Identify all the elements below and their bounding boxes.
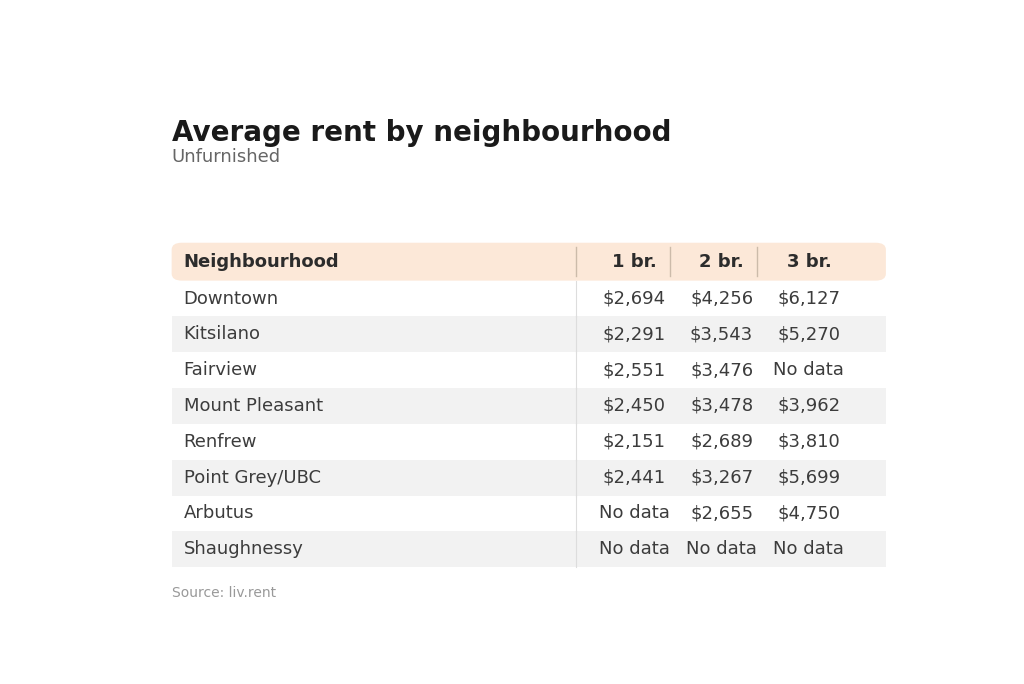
Text: Unfurnished: Unfurnished [172,148,281,166]
Text: $5,270: $5,270 [777,326,841,343]
Text: $3,962: $3,962 [777,397,841,415]
Text: Arbutus: Arbutus [183,504,254,523]
Bar [172,495,886,531]
Text: Downtown: Downtown [183,289,279,308]
Text: No data: No data [686,540,757,558]
Text: Mount Pleasant: Mount Pleasant [183,397,323,415]
Text: $2,694: $2,694 [603,289,666,308]
Text: Shaughnessy: Shaughnessy [183,540,303,558]
Text: $2,450: $2,450 [603,397,666,415]
Bar [172,388,886,424]
Text: 1 br.: 1 br. [612,252,656,271]
Text: 3 br.: 3 br. [786,252,831,271]
Text: 2 br.: 2 br. [699,252,744,271]
Text: Kitsilano: Kitsilano [183,326,260,343]
Text: Neighbourhood: Neighbourhood [183,252,339,271]
Bar [172,352,886,388]
Text: $5,699: $5,699 [777,469,841,486]
Text: $3,478: $3,478 [690,397,754,415]
Text: Point Grey/UBC: Point Grey/UBC [183,469,321,486]
Bar [172,531,886,567]
Text: $2,151: $2,151 [603,433,666,451]
Bar [172,317,886,352]
Text: $4,750: $4,750 [777,504,841,523]
Text: $4,256: $4,256 [690,289,754,308]
Text: No data: No data [599,504,670,523]
Bar [172,460,886,495]
Text: $2,689: $2,689 [690,433,753,451]
Text: Source: liv.rent: Source: liv.rent [172,586,275,600]
Text: No data: No data [773,540,845,558]
Text: $2,655: $2,655 [690,504,754,523]
Bar [172,280,886,317]
Text: $2,291: $2,291 [603,326,666,343]
Text: No data: No data [599,540,670,558]
Text: $3,476: $3,476 [690,361,754,379]
Text: No data: No data [773,361,845,379]
FancyBboxPatch shape [172,243,886,280]
Text: $3,267: $3,267 [690,469,754,486]
Text: $2,441: $2,441 [603,469,666,486]
Text: $3,810: $3,810 [777,433,841,451]
Bar [172,424,886,460]
Text: $3,543: $3,543 [690,326,754,343]
Text: $6,127: $6,127 [777,289,841,308]
Text: Renfrew: Renfrew [183,433,257,451]
Text: Fairview: Fairview [183,361,258,379]
Text: Average rent by neighbourhood: Average rent by neighbourhood [172,119,671,147]
Text: $2,551: $2,551 [603,361,666,379]
